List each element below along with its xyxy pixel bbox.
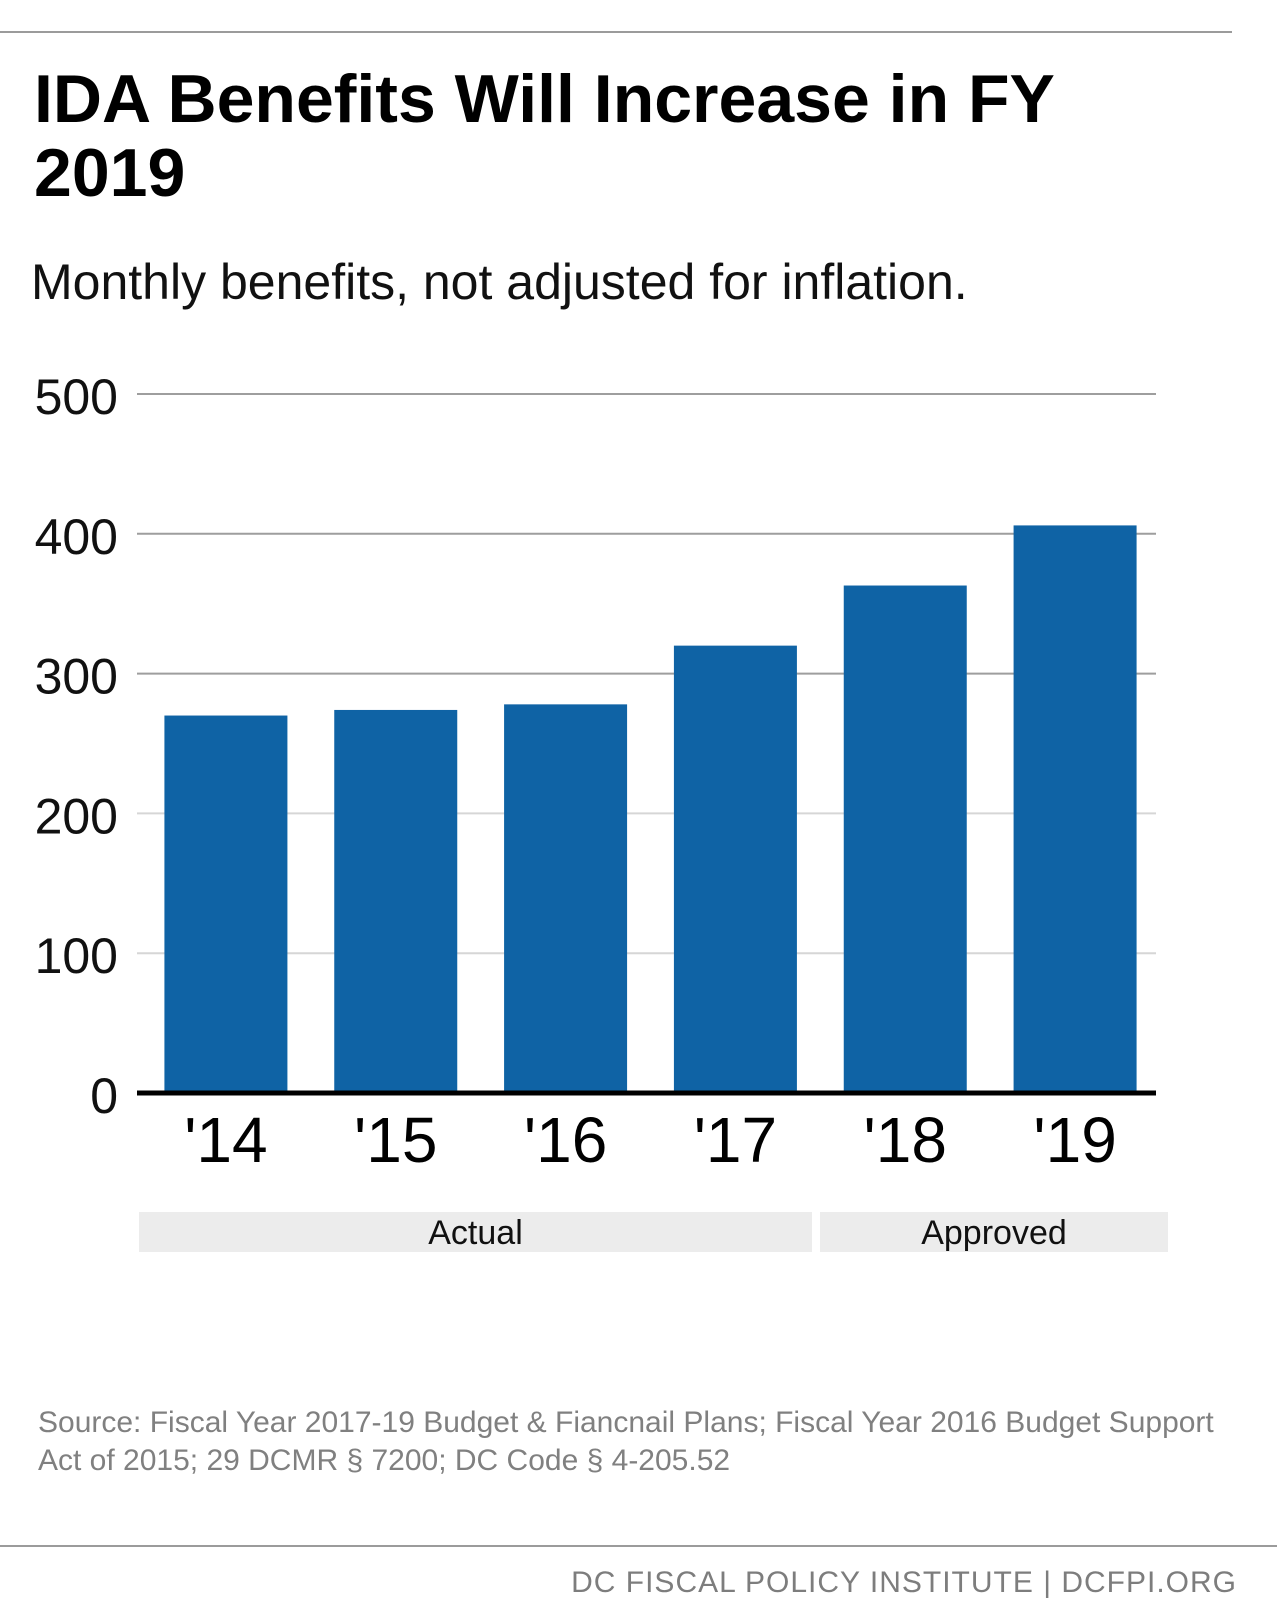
source-note: Source: Fiscal Year 2017-19 Budget & Fia… <box>38 1406 1214 1477</box>
y-tick-label: 100 <box>35 928 118 984</box>
chart-title: IDA Benefits Will Increase in FY 2019 <box>34 61 1054 211</box>
group-label: Approved <box>921 1214 1067 1252</box>
footer-credit: DC FISCAL POLICY INSTITUTE | DCFPI.ORG <box>571 1566 1237 1599</box>
y-tick-label: 200 <box>35 788 118 844</box>
bar <box>673 645 797 1093</box>
x-tick-label: '17 <box>694 1104 777 1176</box>
bottom-rule <box>0 1545 1277 1547</box>
chart-subtitle: Monthly benefits, not adjusted for infla… <box>31 254 968 310</box>
x-tick-label: '15 <box>354 1104 437 1176</box>
bar <box>334 709 458 1093</box>
group-band <box>820 1212 1168 1252</box>
bar <box>843 585 967 1093</box>
bar <box>164 715 288 1093</box>
y-tick-label: 500 <box>35 369 118 425</box>
top-rule <box>0 31 1232 33</box>
y-tick-label: 0 <box>90 1068 118 1124</box>
x-tick-label: '19 <box>1033 1104 1116 1176</box>
x-tick-label: '14 <box>184 1104 267 1176</box>
group-label: Actual <box>428 1214 523 1252</box>
bar <box>1013 525 1137 1093</box>
x-tick-label: '16 <box>524 1104 607 1176</box>
x-tick-label: '18 <box>864 1104 947 1176</box>
y-tick-label: 300 <box>35 649 118 705</box>
group-band <box>139 1212 812 1252</box>
y-tick-label: 400 <box>35 509 118 565</box>
bar-chart: 0 100 200 300 400 500 '14 '15 '16 '17 '18 '19 Actual… <box>35 369 1168 1252</box>
bar <box>504 704 628 1093</box>
